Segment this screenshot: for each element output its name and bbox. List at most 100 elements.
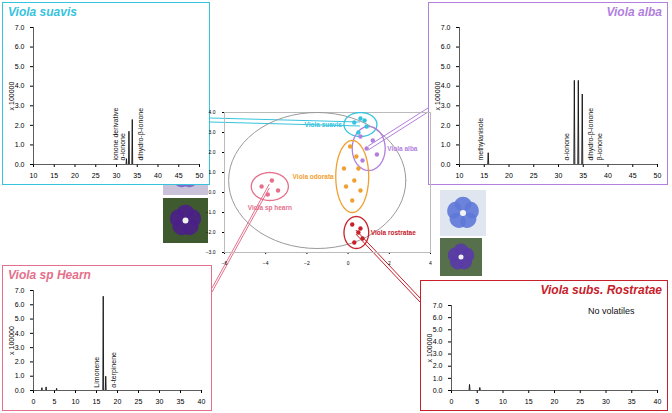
svg-text:4.0: 4.0 bbox=[209, 109, 216, 115]
svg-text:Limonene: Limonene bbox=[93, 357, 100, 388]
svg-text:5.0: 5.0 bbox=[433, 326, 443, 333]
svg-text:35: 35 bbox=[177, 398, 185, 405]
svg-text:30: 30 bbox=[602, 398, 610, 405]
svg-text:5.0: 5.0 bbox=[441, 63, 451, 70]
svg-text:2.0: 2.0 bbox=[15, 358, 25, 365]
svg-text:Viola alba: Viola alba bbox=[387, 145, 418, 152]
svg-text:−4: −4 bbox=[263, 260, 269, 266]
svg-text:Viola odorata: Viola odorata bbox=[293, 173, 334, 180]
svg-text:1.0: 1.0 bbox=[15, 141, 25, 148]
svg-text:No volatiles: No volatiles bbox=[588, 306, 635, 316]
svg-text:3.0: 3.0 bbox=[441, 102, 451, 109]
svg-text:30: 30 bbox=[555, 172, 563, 179]
svg-text:20: 20 bbox=[71, 172, 79, 179]
svg-text:2: 2 bbox=[388, 260, 391, 266]
svg-text:dihydro-β-ionone: dihydro-β-ionone bbox=[587, 108, 595, 161]
svg-text:35: 35 bbox=[579, 172, 587, 179]
svg-text:5.0: 5.0 bbox=[15, 315, 25, 322]
svg-text:6.0: 6.0 bbox=[441, 43, 451, 50]
svg-text:methylanisole: methylanisole bbox=[477, 118, 485, 161]
svg-text:3.0: 3.0 bbox=[209, 129, 216, 135]
svg-text:4.0: 4.0 bbox=[433, 338, 443, 345]
svg-text:2.0: 2.0 bbox=[209, 149, 216, 155]
svg-text:2.0: 2.0 bbox=[15, 122, 25, 129]
svg-text:10: 10 bbox=[499, 398, 507, 405]
svg-text:50: 50 bbox=[196, 172, 204, 179]
svg-text:3.0: 3.0 bbox=[15, 102, 25, 109]
svg-text:3.0: 3.0 bbox=[433, 350, 443, 357]
svg-text:20: 20 bbox=[551, 398, 559, 405]
svg-text:0.0: 0.0 bbox=[209, 189, 216, 195]
svg-text:25: 25 bbox=[576, 398, 584, 405]
svg-text:5.0: 5.0 bbox=[15, 63, 25, 70]
svg-text:−1.0: −1.0 bbox=[206, 209, 216, 215]
svg-text:30: 30 bbox=[156, 398, 164, 405]
svg-text:−3.0: −3.0 bbox=[206, 249, 216, 255]
svg-text:0: 0 bbox=[32, 398, 36, 405]
svg-text:0: 0 bbox=[450, 398, 454, 405]
svg-text:Viola suavis: Viola suavis bbox=[304, 121, 342, 128]
svg-text:20: 20 bbox=[505, 172, 513, 179]
svg-text:x 100000: x 100000 bbox=[8, 81, 15, 110]
svg-text:x 100000: x 100000 bbox=[8, 326, 15, 355]
svg-text:1.0: 1.0 bbox=[15, 372, 25, 379]
svg-text:x 100000: x 100000 bbox=[426, 333, 433, 362]
svg-text:1.0: 1.0 bbox=[441, 141, 451, 148]
svg-text:10: 10 bbox=[72, 398, 80, 405]
svg-text:35: 35 bbox=[628, 398, 636, 405]
svg-text:40: 40 bbox=[198, 398, 206, 405]
svg-text:−6: −6 bbox=[222, 260, 228, 266]
svg-text:25: 25 bbox=[530, 172, 538, 179]
svg-text:4.0: 4.0 bbox=[15, 330, 25, 337]
svg-text:45: 45 bbox=[175, 172, 183, 179]
svg-text:−2.0: −2.0 bbox=[206, 229, 216, 235]
svg-text:7.0: 7.0 bbox=[15, 24, 25, 31]
svg-text:4: 4 bbox=[429, 260, 432, 266]
svg-text:25: 25 bbox=[92, 172, 100, 179]
svg-text:20: 20 bbox=[114, 398, 122, 405]
svg-text:α-terpinene: α-terpinene bbox=[110, 352, 118, 388]
svg-text:7.0: 7.0 bbox=[441, 24, 451, 31]
svg-text:25: 25 bbox=[135, 398, 143, 405]
svg-text:15: 15 bbox=[93, 398, 101, 405]
svg-text:6.0: 6.0 bbox=[15, 43, 25, 50]
svg-text:0.0: 0.0 bbox=[433, 387, 443, 394]
svg-text:6.0: 6.0 bbox=[15, 301, 25, 308]
svg-text:4.0: 4.0 bbox=[15, 82, 25, 89]
svg-text:45: 45 bbox=[629, 172, 637, 179]
svg-text:35: 35 bbox=[133, 172, 141, 179]
svg-text:5: 5 bbox=[53, 398, 57, 405]
svg-text:1.0: 1.0 bbox=[209, 169, 216, 175]
svg-text:ionone derivative: ionone derivative bbox=[112, 108, 119, 161]
svg-text:15: 15 bbox=[525, 398, 533, 405]
svg-text:0: 0 bbox=[347, 260, 350, 266]
svg-text:x 100000: x 100000 bbox=[434, 81, 441, 110]
svg-text:7.0: 7.0 bbox=[15, 287, 25, 294]
svg-text:10: 10 bbox=[30, 172, 38, 179]
svg-text:15: 15 bbox=[480, 172, 488, 179]
svg-text:3.0: 3.0 bbox=[15, 344, 25, 351]
svg-text:40: 40 bbox=[654, 398, 662, 405]
svg-text:β-ionone: β-ionone bbox=[596, 133, 604, 160]
svg-text:30: 30 bbox=[113, 172, 121, 179]
svg-text:−2: −2 bbox=[304, 260, 310, 266]
svg-text:10: 10 bbox=[456, 172, 464, 179]
svg-text:α-ionone: α-ionone bbox=[119, 133, 126, 161]
svg-text:2.0: 2.0 bbox=[441, 122, 451, 129]
svg-text:5: 5 bbox=[475, 398, 479, 405]
svg-text:15: 15 bbox=[50, 172, 58, 179]
svg-text:Viola sp hearn: Viola sp hearn bbox=[248, 204, 292, 212]
svg-text:α-ionone: α-ionone bbox=[563, 133, 570, 161]
svg-text:4.0: 4.0 bbox=[441, 82, 451, 89]
svg-text:2.0: 2.0 bbox=[433, 362, 443, 369]
svg-text:50: 50 bbox=[654, 172, 662, 179]
svg-text:dihydro-β-ionone: dihydro-β-ionone bbox=[137, 108, 145, 161]
svg-text:0.0: 0.0 bbox=[15, 387, 25, 394]
svg-text:6.0: 6.0 bbox=[433, 314, 443, 321]
svg-text:0.0: 0.0 bbox=[441, 161, 451, 168]
svg-text:40: 40 bbox=[154, 172, 162, 179]
svg-text:0.0: 0.0 bbox=[15, 161, 25, 168]
svg-text:7.0: 7.0 bbox=[433, 302, 443, 309]
svg-text:40: 40 bbox=[604, 172, 612, 179]
svg-text:1.0: 1.0 bbox=[433, 375, 443, 382]
